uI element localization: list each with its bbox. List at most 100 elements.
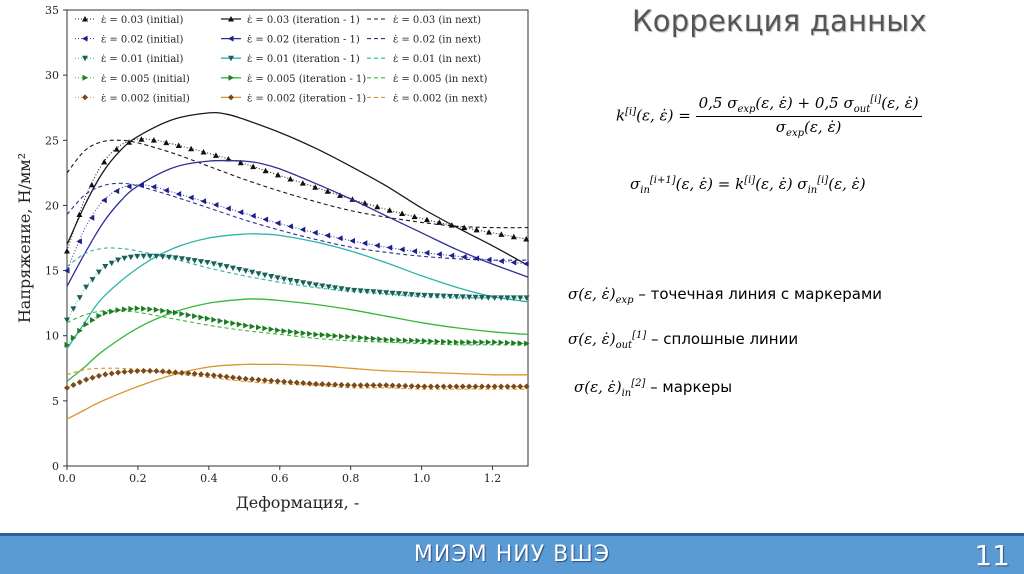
data-marker bbox=[228, 55, 234, 62]
series-line-initial-0.03 bbox=[66, 138, 529, 252]
data-marker bbox=[113, 188, 120, 195]
data-marker bbox=[324, 232, 331, 239]
data-marker bbox=[172, 369, 179, 376]
data-marker bbox=[337, 235, 343, 242]
data-marker bbox=[383, 336, 390, 343]
data-marker bbox=[82, 74, 88, 81]
data-marker bbox=[228, 94, 234, 101]
data-marker bbox=[453, 294, 460, 300]
data-marker bbox=[90, 317, 96, 324]
data-marker bbox=[163, 139, 170, 146]
data-marker bbox=[140, 253, 147, 260]
data-marker bbox=[313, 331, 319, 338]
data-marker bbox=[510, 259, 517, 266]
data-marker bbox=[386, 244, 393, 251]
series-line-in-next-0.005 bbox=[66, 310, 528, 346]
data-marker bbox=[293, 379, 300, 386]
data-marker bbox=[127, 254, 134, 261]
data-marker bbox=[82, 35, 88, 42]
legend-label: ε̇ = 0.002 (in next) bbox=[393, 93, 487, 104]
data-marker bbox=[332, 285, 339, 291]
data-marker bbox=[395, 291, 402, 297]
data-marker bbox=[121, 255, 128, 262]
data-marker bbox=[185, 370, 192, 377]
data-marker bbox=[262, 216, 269, 223]
data-marker bbox=[217, 317, 224, 324]
data-marker bbox=[293, 279, 300, 285]
data-marker bbox=[338, 333, 345, 340]
legend-label: ε̇ = 0.03 (iteration - 1) bbox=[247, 15, 360, 26]
data-marker bbox=[262, 167, 269, 174]
data-marker bbox=[210, 261, 217, 267]
legend-label: ε̇ = 0.02 (iteration - 1) bbox=[247, 35, 360, 46]
data-marker bbox=[185, 257, 192, 263]
y-axis-label: Напряжение, Н/мм² bbox=[15, 153, 34, 323]
data-marker bbox=[364, 382, 371, 389]
data-marker bbox=[185, 311, 192, 318]
data-marker bbox=[275, 327, 281, 334]
data-marker bbox=[376, 382, 383, 389]
data-marker bbox=[237, 159, 244, 166]
data-marker bbox=[64, 317, 70, 324]
data-marker bbox=[370, 382, 377, 389]
y-tick-label: 0 bbox=[52, 460, 59, 473]
data-marker bbox=[83, 376, 90, 383]
data-marker bbox=[200, 198, 207, 205]
data-marker bbox=[498, 295, 505, 301]
data-marker bbox=[504, 295, 511, 301]
data-marker bbox=[268, 326, 275, 333]
data-marker bbox=[134, 253, 141, 260]
data-marker bbox=[523, 260, 529, 267]
data-marker bbox=[147, 306, 153, 313]
data-marker bbox=[325, 284, 332, 290]
data-marker bbox=[88, 214, 95, 221]
series-line-initial-0.005 bbox=[66, 307, 529, 346]
data-marker bbox=[523, 295, 530, 301]
data-marker bbox=[498, 258, 504, 265]
data-marker bbox=[306, 281, 313, 287]
data-marker bbox=[191, 370, 198, 377]
data-marker bbox=[212, 152, 219, 158]
data-marker bbox=[166, 254, 173, 261]
data-marker bbox=[427, 383, 434, 390]
data-marker bbox=[446, 293, 453, 300]
data-marker bbox=[492, 339, 498, 346]
data-marker bbox=[178, 256, 185, 262]
data-marker bbox=[250, 163, 257, 170]
stress-strain-chart: 0.0 0.2 0.4 0.6 0.8 1.0 1.2 0 5 10 15 20 25 30 35 Дефор… bbox=[15, 4, 530, 512]
legend-label: ε̇ = 0.01 (in next) bbox=[393, 54, 481, 65]
data-marker bbox=[198, 259, 205, 265]
series-line-iteration-0.01 bbox=[66, 233, 529, 350]
data-marker bbox=[472, 294, 479, 301]
data-marker bbox=[453, 339, 460, 346]
data-marker bbox=[70, 382, 77, 389]
data-marker bbox=[76, 379, 83, 386]
data-marker bbox=[192, 313, 198, 320]
data-marker bbox=[237, 209, 244, 216]
data-marker bbox=[357, 382, 364, 389]
data-marker bbox=[434, 293, 441, 299]
page-number: 11 bbox=[974, 539, 1010, 572]
data-marker bbox=[338, 381, 345, 388]
data-marker bbox=[427, 293, 434, 299]
data-marker bbox=[102, 371, 109, 378]
data-marker bbox=[395, 382, 402, 389]
legend-note-out: σ(ε, ε̇)out[1] – сплошные линии bbox=[568, 330, 799, 351]
x-tick-label: 0.8 bbox=[342, 472, 360, 485]
data-marker bbox=[113, 146, 120, 152]
legend-label: ε̇ = 0.02 (initial) bbox=[101, 35, 183, 46]
sigma-in-formula: σin[i+1](ε, ε̇) = k[i](ε, ε̇) σin[i](ε, … bbox=[630, 175, 866, 196]
data-marker bbox=[436, 219, 443, 225]
data-marker bbox=[102, 309, 109, 316]
x-tick-label: 1.0 bbox=[413, 472, 431, 485]
data-marker bbox=[146, 253, 153, 260]
data-marker bbox=[153, 367, 160, 374]
data-marker bbox=[473, 339, 479, 346]
k-fraction: 0,5 σexp(ε, ε̇) + 0,5 σout[i](ε, ε̇) σex… bbox=[695, 94, 922, 139]
data-marker bbox=[332, 381, 339, 388]
legend-label: ε̇ = 0.002 (iteration - 1) bbox=[247, 93, 366, 104]
series-line-iteration-0.03 bbox=[66, 111, 529, 266]
data-marker bbox=[287, 175, 294, 182]
data-marker bbox=[77, 327, 83, 334]
y-tick-label: 35 bbox=[45, 4, 59, 17]
